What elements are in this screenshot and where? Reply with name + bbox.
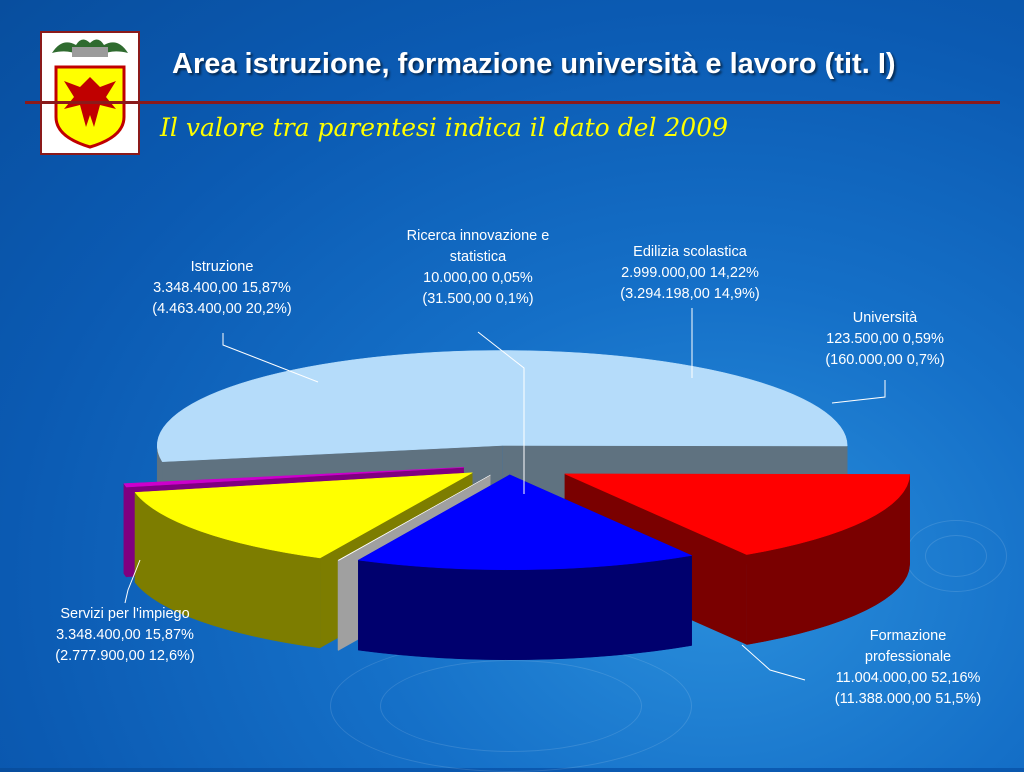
slice-label: Ricerca innovazione e statistica 10.000,00… [407,228,550,307]
slice-label-line: 2.999.000,00 14,22% [621,265,759,281]
slice-label-line: Istruzione [191,259,254,275]
slice-label-line: 3.348.400,00 15,87% [56,627,194,643]
slice-label-line: statistica [450,249,507,265]
slice-label-line: Ricerca innovazione e [407,228,550,244]
leader-line [742,645,805,680]
slice-label-line: (11.388.000,00 51,5%) [835,691,981,707]
slice-label-line: professionale [865,649,951,665]
leader-line [832,380,885,403]
pie-slice-side [338,560,339,650]
slice-label-line: (4.463.400,00 20,2%) [152,301,291,317]
slice-label-line: 3.348.400,00 15,87% [153,280,291,296]
pie-slice-side [124,484,126,577]
slice-label-line: (160.000,00 0,7%) [825,352,944,368]
slice-label: Servizi per l'impiego 3.348.400,00 15,87%… [55,606,194,664]
slice-label: Istruzione 3.348.400,00 15,87% (4.463.400,… [152,259,291,317]
slice-label-line: Servizi per l'impiego [60,606,189,622]
slice-label-line: 11.004.000,00 52,16% [836,670,981,686]
slice-label-line: Formazione [870,628,947,644]
slice-label-line: (2.777.900,00 12,6%) [55,648,194,664]
slice-label: Università 123.500,00 0,59% (160.000,00 0,… [825,310,944,368]
slice-label-line: Edilizia scolastica [633,244,748,260]
pie-slice-side [358,556,691,660]
slice-label-line: Università [853,310,918,326]
slice-label-line: (3.294.198,00 14,9%) [620,286,759,302]
slice-label: Formazione professionale 11.004.000,00 52,… [835,628,981,707]
slice-label-line: 123.500,00 0,59% [826,331,944,347]
slice-label-line: 10.000,00 0,05% [423,270,533,286]
slice-label: Edilizia scolastica 2.999.000,00 14,22% (3… [620,244,759,302]
slice-label-line: (31.500,00 0,1%) [422,291,533,307]
pie-slice-top [157,350,847,461]
